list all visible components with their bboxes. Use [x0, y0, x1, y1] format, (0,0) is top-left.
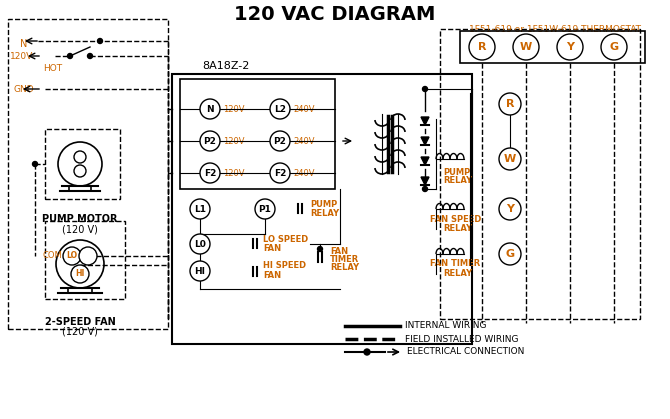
Circle shape [364, 349, 370, 355]
Text: RELAY: RELAY [310, 209, 339, 217]
Text: N: N [20, 39, 27, 49]
Text: W: W [504, 154, 516, 164]
Circle shape [499, 243, 521, 265]
Text: RELAY: RELAY [443, 176, 472, 184]
Circle shape [33, 161, 38, 166]
Text: L1: L1 [194, 204, 206, 214]
Circle shape [557, 34, 583, 60]
Text: P2: P2 [204, 137, 216, 145]
Text: 2-SPEED FAN: 2-SPEED FAN [45, 317, 115, 327]
Text: L0: L0 [194, 240, 206, 248]
Circle shape [499, 93, 521, 115]
Text: P2: P2 [273, 137, 287, 145]
Text: FAN: FAN [330, 246, 348, 256]
Bar [180, 79, 335, 189]
Circle shape [200, 99, 220, 119]
Circle shape [79, 247, 97, 265]
Text: HOT: HOT [43, 64, 62, 72]
Text: 8A18Z-2: 8A18Z-2 [202, 61, 249, 71]
Circle shape [200, 163, 220, 183]
Text: Y: Y [566, 42, 574, 52]
Circle shape [499, 148, 521, 170]
Text: (120 V): (120 V) [62, 224, 98, 234]
Circle shape [255, 199, 275, 219]
Text: HI: HI [194, 266, 206, 276]
Text: R: R [478, 42, 486, 52]
Text: LO: LO [66, 251, 78, 261]
Text: RELAY: RELAY [330, 262, 359, 272]
Text: HI: HI [75, 269, 84, 279]
Text: ELECTRICAL CONNECTION: ELECTRICAL CONNECTION [407, 347, 525, 357]
Text: G: G [610, 42, 618, 52]
Text: 240V: 240V [293, 104, 314, 114]
Text: P1: P1 [259, 204, 271, 214]
Circle shape [318, 246, 322, 251]
Text: Y: Y [506, 204, 514, 214]
Text: COM: COM [42, 251, 62, 261]
Text: (120 V): (120 V) [62, 327, 98, 337]
Text: HI SPEED: HI SPEED [263, 261, 306, 271]
Circle shape [270, 163, 290, 183]
Bar [45, 129, 120, 199]
Text: PUMP: PUMP [310, 199, 337, 209]
Polygon shape [421, 137, 429, 145]
Text: 120V: 120V [223, 104, 245, 114]
Circle shape [423, 86, 427, 91]
Text: 120V: 120V [223, 168, 245, 178]
Circle shape [98, 39, 103, 44]
Circle shape [270, 99, 290, 119]
Circle shape [71, 265, 89, 283]
Circle shape [423, 186, 427, 191]
Bar [8, 19, 168, 329]
Text: R: R [506, 99, 515, 109]
Text: PUMP: PUMP [443, 168, 470, 176]
Text: 240V: 240V [293, 168, 314, 178]
Text: PUMP MOTOR: PUMP MOTOR [42, 214, 118, 224]
Text: GND: GND [13, 85, 34, 93]
Bar [45, 221, 125, 299]
Text: FAN: FAN [263, 271, 281, 279]
Text: LO SPEED: LO SPEED [263, 235, 308, 243]
Circle shape [63, 247, 81, 265]
Bar [440, 29, 640, 319]
Text: 1F51-619 or 1F51W-619 THERMOSTAT: 1F51-619 or 1F51W-619 THERMOSTAT [469, 24, 641, 34]
Circle shape [499, 198, 521, 220]
Circle shape [513, 34, 539, 60]
Circle shape [469, 34, 495, 60]
Circle shape [190, 199, 210, 219]
Text: FAN SPEED: FAN SPEED [430, 215, 481, 223]
Text: FIELD INSTALLED WIRING: FIELD INSTALLED WIRING [405, 334, 519, 344]
Circle shape [88, 54, 92, 59]
Text: 120V: 120V [223, 137, 245, 145]
Text: FAN TIMER: FAN TIMER [430, 259, 480, 269]
Circle shape [190, 234, 210, 254]
Circle shape [68, 54, 72, 59]
Text: 120 VAC DIAGRAM: 120 VAC DIAGRAM [234, 5, 436, 23]
Polygon shape [421, 177, 429, 185]
Text: F2: F2 [274, 168, 286, 178]
Circle shape [190, 261, 210, 281]
Text: 120V: 120V [10, 52, 34, 60]
Text: L2: L2 [274, 104, 286, 114]
Text: N: N [206, 104, 214, 114]
Text: RELAY: RELAY [443, 269, 472, 277]
Circle shape [270, 131, 290, 151]
Text: W: W [520, 42, 532, 52]
Text: 240V: 240V [293, 137, 314, 145]
Polygon shape [421, 157, 429, 165]
Bar [172, 74, 472, 344]
Text: INTERNAL WIRING: INTERNAL WIRING [405, 321, 486, 331]
Text: FAN: FAN [263, 243, 281, 253]
Polygon shape [421, 117, 429, 125]
Text: F2: F2 [204, 168, 216, 178]
Circle shape [200, 131, 220, 151]
Text: RELAY: RELAY [443, 223, 472, 233]
Text: TIMER: TIMER [330, 254, 359, 264]
Text: G: G [505, 249, 515, 259]
Circle shape [601, 34, 627, 60]
Bar [460, 31, 645, 63]
